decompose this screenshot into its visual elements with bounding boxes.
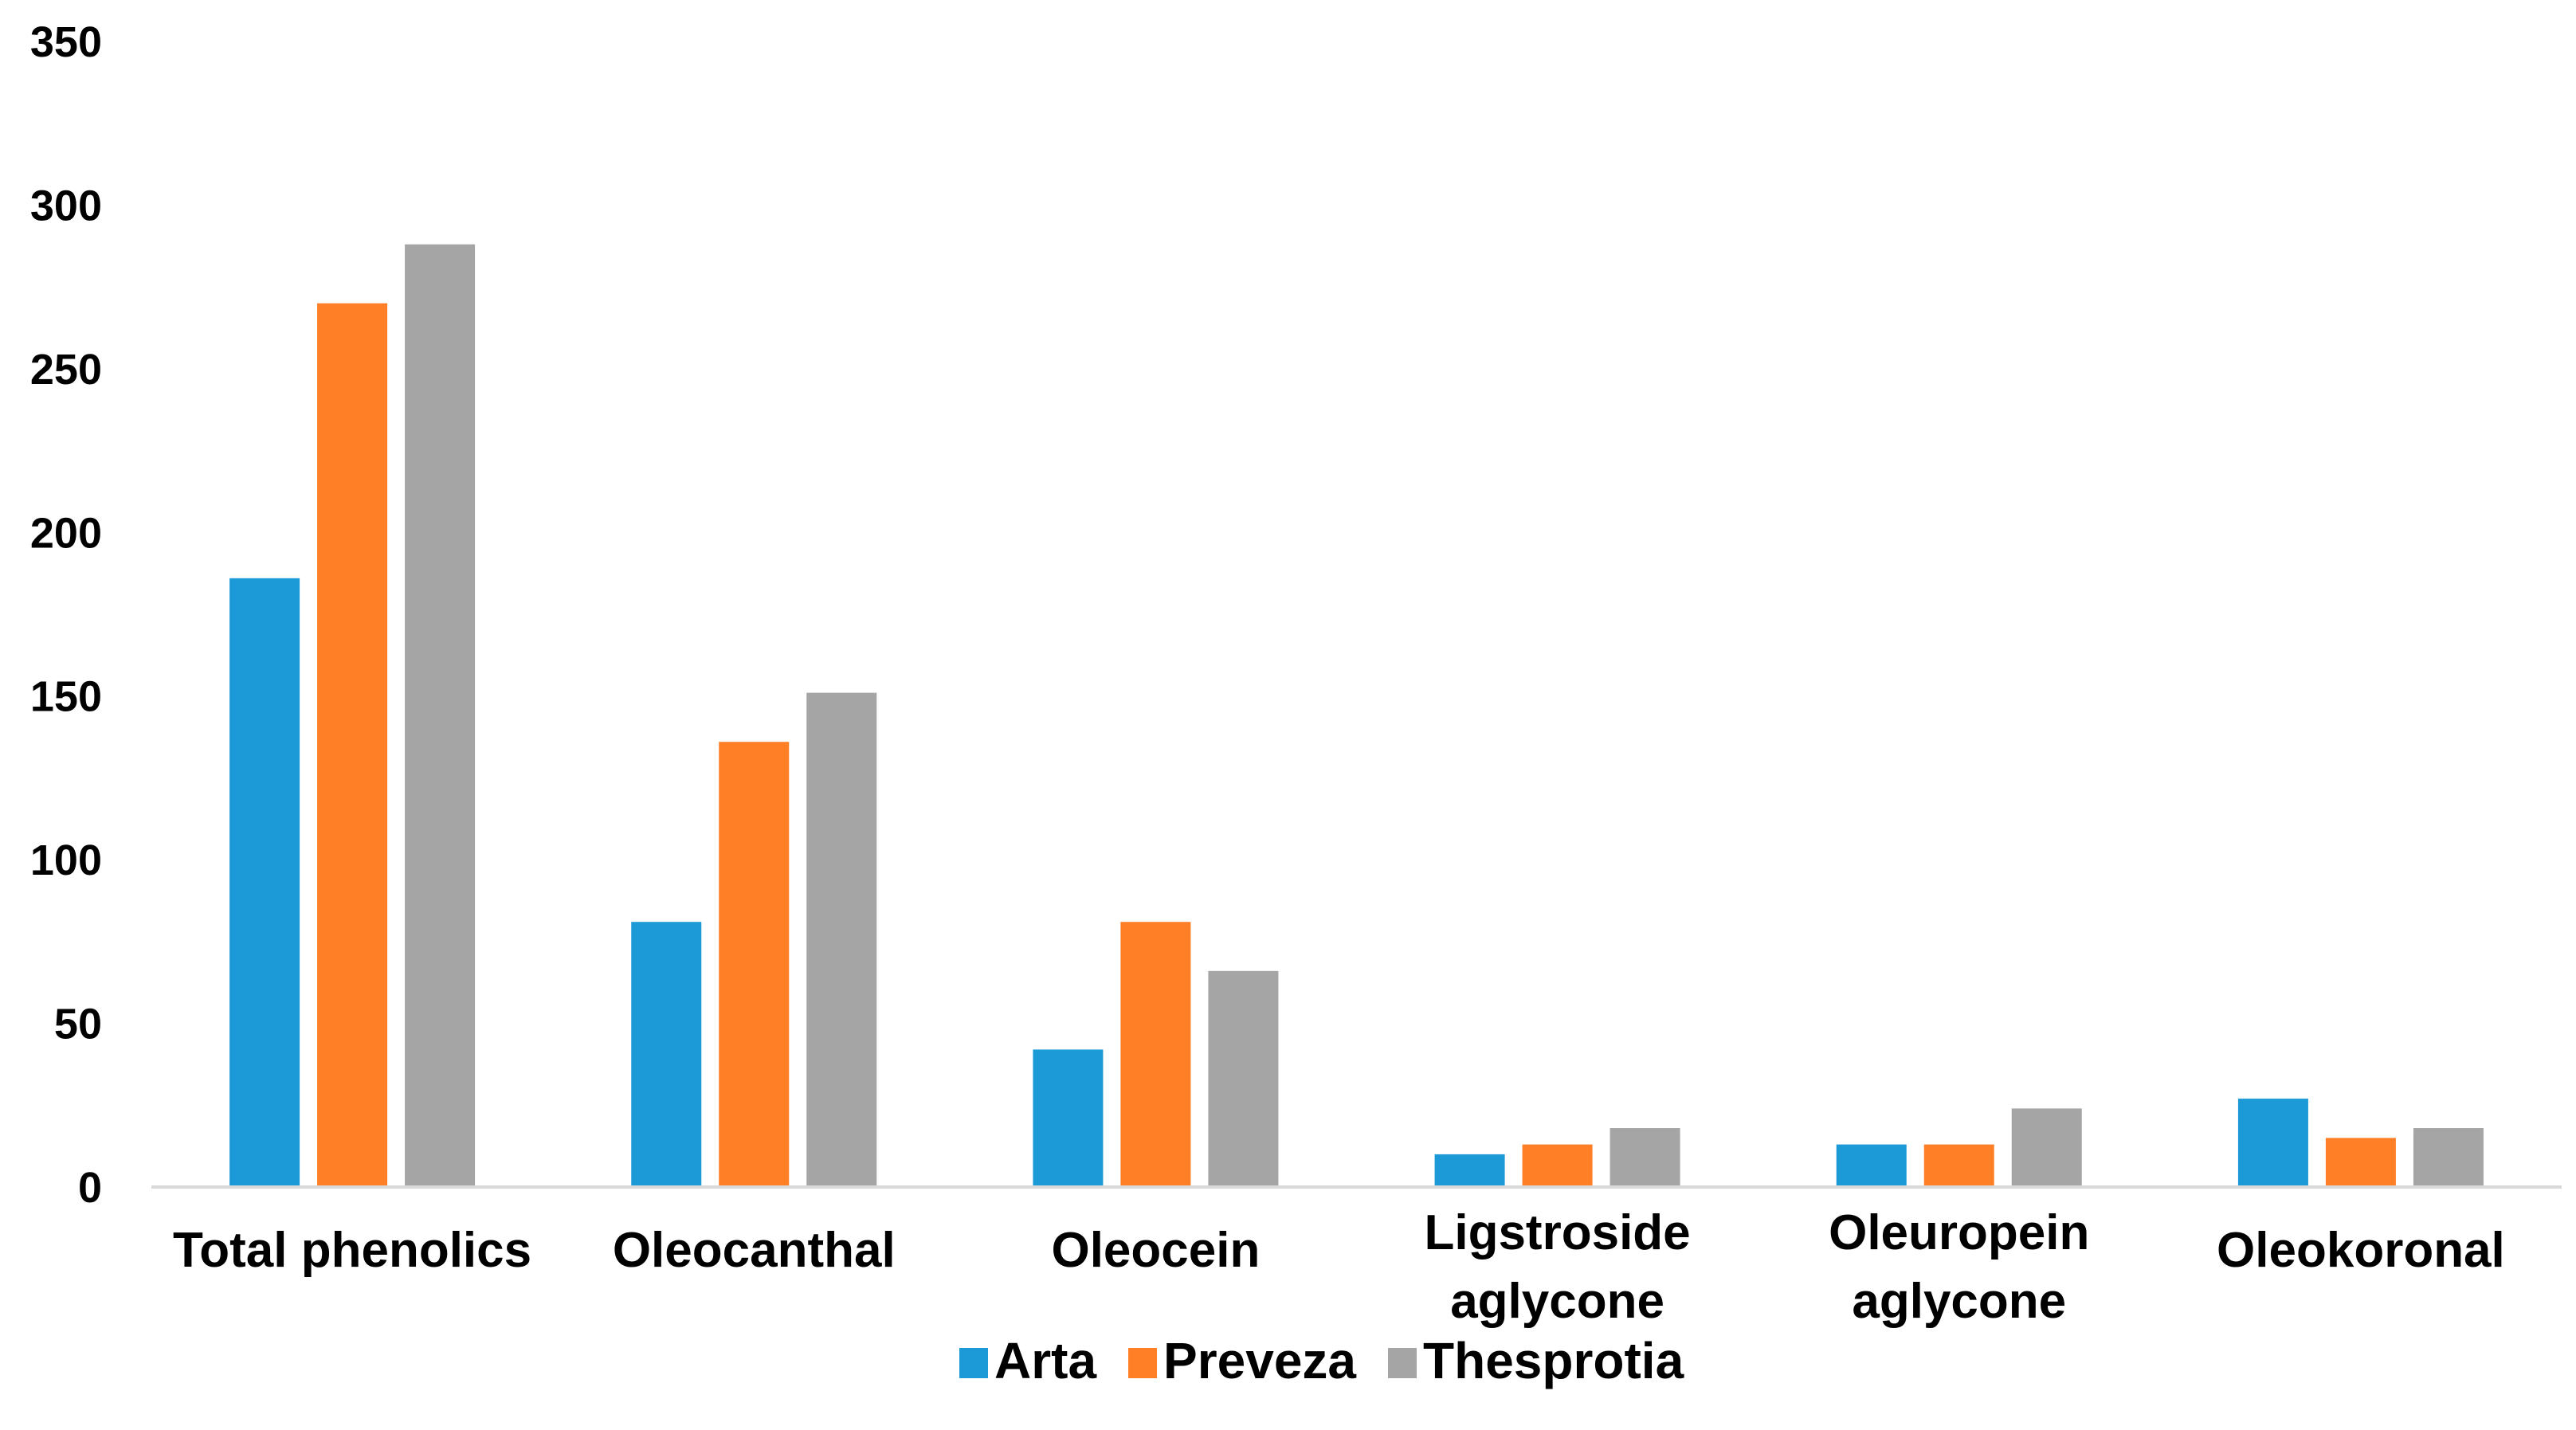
bar-arta <box>1434 1154 1505 1187</box>
legend-swatch-preveza <box>1128 1348 1158 1378</box>
x-category-label: Oleocanthal <box>613 1223 896 1278</box>
legend-swatch-arta <box>959 1348 988 1378</box>
x-category-label: Oleocein <box>1051 1223 1260 1278</box>
y-tick-label: 250 <box>30 346 102 394</box>
y-tick-label: 300 <box>30 182 102 229</box>
y-tick-label: 50 <box>54 1001 102 1048</box>
bar-preveza <box>1923 1144 1994 1187</box>
x-axis-labels: Total phenolics Oleocanthal Oleocein Ligstr… <box>173 1205 2505 1329</box>
y-axis-ticks: 0 50 100 150 200 250 300 350 <box>30 18 102 1212</box>
bar-arta <box>229 578 300 1187</box>
x-category-label: Oleokoronal <box>2217 1223 2505 1278</box>
x-category-label: Oleuropein aglycone <box>1829 1205 2089 1329</box>
bar-thesprotia <box>1208 970 1279 1187</box>
x-category-label: Total phenolics <box>173 1223 531 1278</box>
bar-preveza <box>1120 922 1191 1187</box>
bar-arta <box>1033 1049 1104 1187</box>
bar-preveza <box>317 303 388 1188</box>
legend-swatch-thesprotia <box>1388 1348 1417 1378</box>
bar-thesprotia <box>2413 1128 2484 1187</box>
bars <box>229 244 2484 1188</box>
legend: Arta Preveza Thesprotia <box>959 1332 1684 1389</box>
legend-label-arta: Arta <box>994 1332 1096 1389</box>
x-category-label: Ligstroside aglycone <box>1424 1205 1690 1329</box>
y-tick-label: 350 <box>30 18 102 66</box>
legend-label-preveza: Preveza <box>1163 1332 1356 1389</box>
y-tick-label: 200 <box>30 509 102 557</box>
y-tick-label: 100 <box>30 836 102 884</box>
bar-preveza <box>719 742 790 1187</box>
bar-thesprotia <box>806 692 877 1187</box>
y-tick-label: 150 <box>30 673 102 721</box>
bar-thesprotia <box>2011 1108 2082 1187</box>
bar-preveza <box>1522 1144 1593 1187</box>
bar-arta <box>631 922 702 1187</box>
bar-arta <box>1836 1144 1907 1187</box>
y-tick-label: 0 <box>78 1164 102 1212</box>
bar-arta <box>2237 1099 2308 1187</box>
bar-thesprotia <box>1610 1128 1680 1187</box>
bar-preveza <box>2325 1138 2396 1187</box>
legend-label-thesprotia: Thesprotia <box>1423 1332 1684 1389</box>
bar-thesprotia <box>405 244 476 1187</box>
